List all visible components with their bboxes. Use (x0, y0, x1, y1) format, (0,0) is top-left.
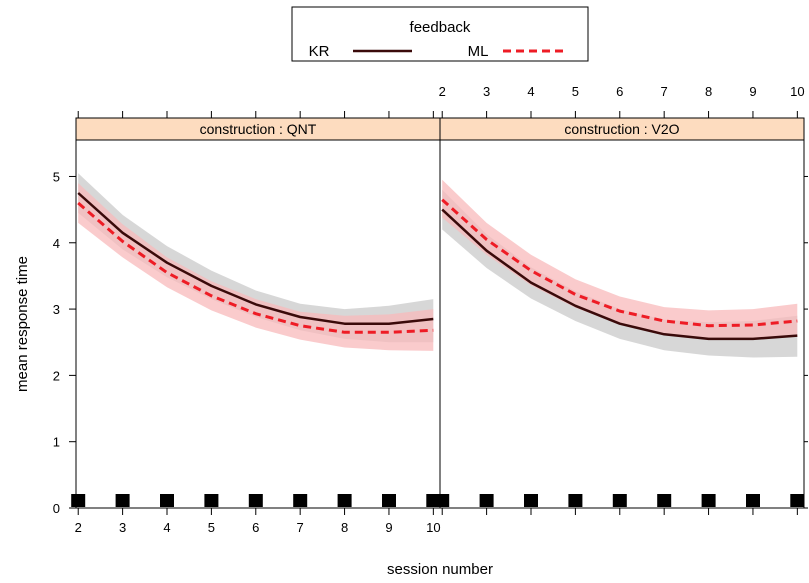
x-tick-label-top: 8 (705, 84, 712, 99)
x-tick-label-bottom: 4 (163, 520, 170, 535)
rug-mark-qnt (160, 494, 174, 507)
rug-mark-v2o (479, 494, 494, 507)
x-tick-label-bottom: 5 (208, 520, 215, 535)
rug-mark-v2o (701, 494, 716, 507)
x-tick-label-top: 4 (527, 84, 534, 99)
confidence-band-ml-qnt (78, 183, 434, 351)
y-tick-label: 2 (53, 368, 60, 383)
legend-label-kr: KR (309, 43, 330, 60)
x-tick-label-top: 6 (616, 84, 623, 99)
axes: 2 2 3 3 4 4 5 5 6 6 7 7 8 8 9 9 10 10 0 1 2 3 4 5 (53, 84, 808, 535)
x-tick-label-bottom: 6 (252, 520, 259, 535)
x-tick-label-bottom: 3 (119, 520, 126, 535)
x-tick-label-top: 7 (661, 84, 668, 99)
rug-mark-v2o (435, 494, 450, 507)
y-tick-label: 1 (53, 435, 60, 450)
panel-qnt: construction : QNT (71, 117, 441, 509)
legend: feedback KR ML (291, 6, 589, 62)
y-tick-label: 5 (53, 169, 60, 184)
rug-mark-v2o (790, 494, 805, 507)
x-tick-label-top: 9 (749, 84, 756, 99)
strip-label-qnt: construction : QNT (200, 121, 317, 137)
rug-mark-v2o (657, 494, 672, 507)
rug-mark-v2o (524, 494, 538, 507)
rug-mark-qnt (71, 494, 86, 507)
rug-mark-qnt (382, 494, 396, 507)
rug-mark-qnt (337, 494, 352, 507)
y-tick-label: 0 (53, 501, 60, 516)
series-line-ml-qnt (77, 201, 434, 334)
legend-title: feedback (410, 19, 471, 36)
panel-v2o: construction : V2O (435, 117, 805, 509)
x-tick-label-top: 10 (790, 84, 804, 99)
plot-area-qnt (71, 173, 441, 507)
rug-mark-v2o (568, 494, 583, 507)
rug-mark-qnt (115, 494, 130, 507)
series-line-ml-v2o (441, 198, 798, 328)
rug-mark-qnt (248, 494, 263, 507)
legend-label-ml: ML (468, 43, 489, 60)
x-tick-label-top: 3 (483, 84, 490, 99)
confidence-band-ml-v2o (442, 179, 798, 339)
legend-box (291, 6, 589, 62)
y-tick-label: 4 (53, 236, 60, 251)
rug-mark-v2o (612, 494, 627, 507)
x-tick-label-bottom: 8 (341, 520, 348, 535)
plot-frame-v2o (439, 139, 805, 509)
x-tick-label-bottom: 10 (426, 520, 440, 535)
x-axis-label: session number (387, 561, 493, 578)
plot-area-v2o (435, 179, 805, 507)
series-line-kr-v2o (441, 208, 798, 341)
rug-mark-qnt (293, 494, 308, 507)
rug-mark-v2o (746, 494, 760, 507)
strip-label-v2o: construction : V2O (564, 121, 679, 137)
x-tick-label-top: 5 (572, 84, 579, 99)
rug-mark-qnt (204, 494, 219, 507)
y-tick-label: 3 (53, 302, 60, 317)
x-tick-label-bottom: 9 (385, 520, 392, 535)
x-tick-label-bottom: 2 (75, 520, 82, 535)
x-tick-label-top: 2 (439, 84, 446, 99)
y-axis-label: mean response time (14, 256, 31, 392)
series-line-kr-qnt (77, 192, 434, 325)
x-tick-label-bottom: 7 (297, 520, 304, 535)
